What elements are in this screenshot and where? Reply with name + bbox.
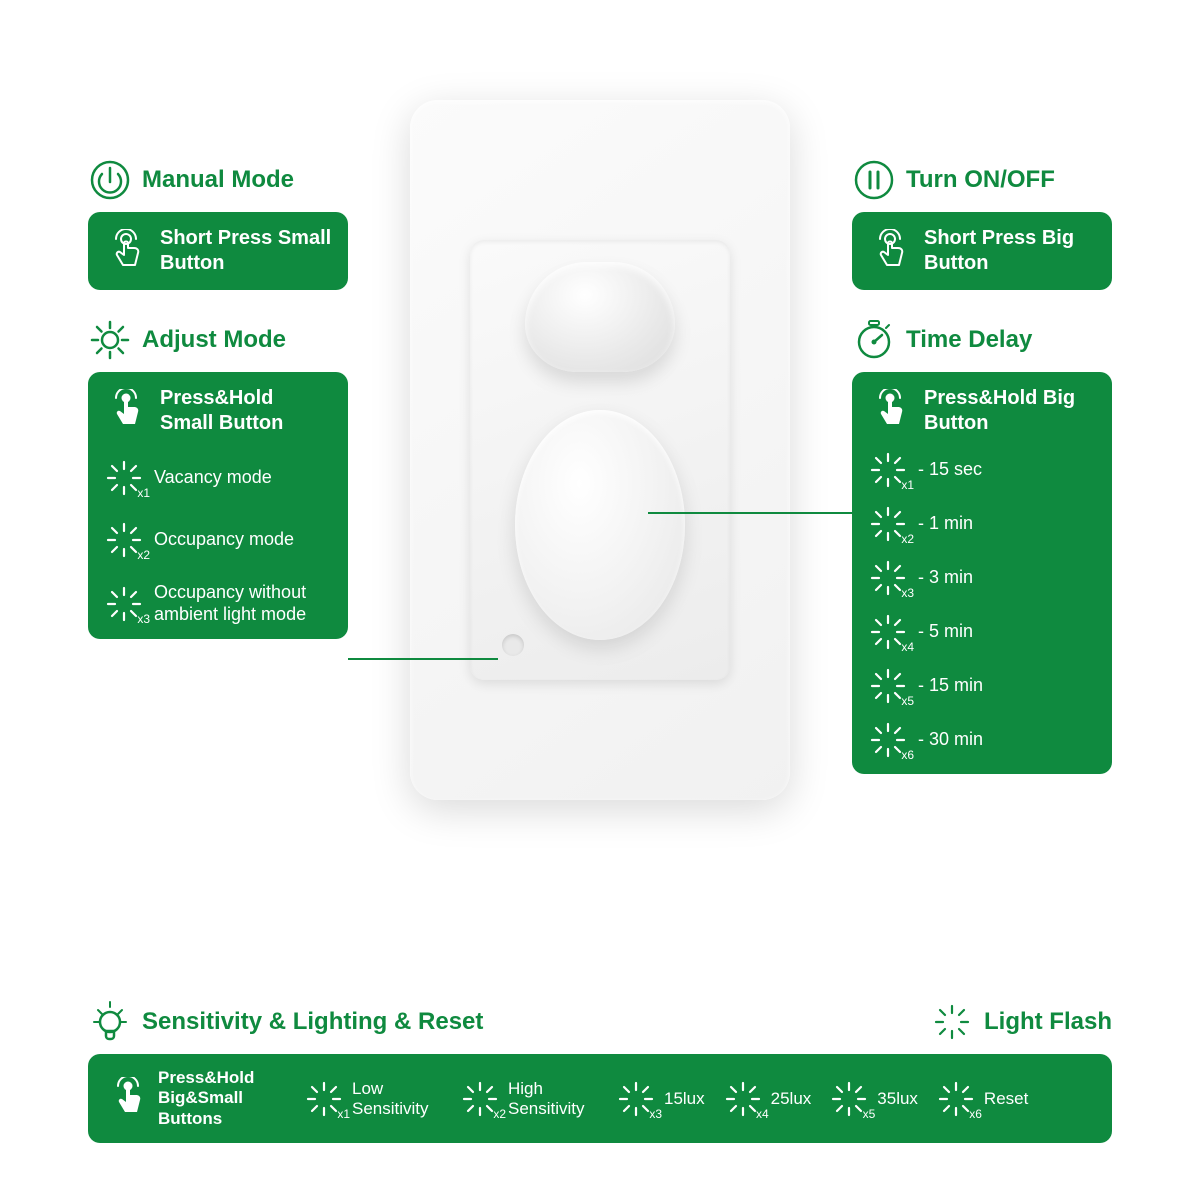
light-flash-title-row: Light Flash	[930, 1000, 1112, 1044]
flash-icon: x3	[616, 1079, 656, 1119]
flash-icon: x6	[936, 1079, 976, 1119]
flash-icon	[930, 1000, 974, 1044]
time-delay-box: Press&Hold Big Button x1 - 15 sec x2 - 1 mi…	[852, 372, 1112, 774]
bulb-icon	[88, 1000, 132, 1044]
tap-icon	[106, 1077, 150, 1121]
flash-icon: x1	[868, 450, 908, 490]
adjust-mode-item-label: Occupancy mode	[154, 529, 294, 551]
sensitivity-action: Press&Hold Big&Small Buttons	[158, 1068, 286, 1129]
flash-icon: x2	[868, 504, 908, 544]
sensitivity-title-row: Sensitivity & Lighting & Reset	[88, 1000, 483, 1044]
flash-icon: x4	[723, 1079, 763, 1119]
big-button	[515, 410, 685, 640]
motion-sensor-dome	[525, 262, 675, 372]
gear-icon	[88, 318, 132, 362]
flash-icon: x5	[829, 1079, 869, 1119]
adjust-mode-item: x2 Occupancy mode	[104, 520, 332, 560]
manual-mode-action: Short Press Small Button	[160, 226, 332, 276]
sensitivity-item-label: Reset	[984, 1089, 1028, 1109]
adjust-mode-action: Press&Hold Small Button	[160, 386, 332, 436]
onoff-title: Turn ON/OFF	[906, 166, 1055, 194]
connector-line-big-button	[648, 512, 853, 514]
tap-icon	[104, 229, 148, 273]
sensitivity-box: Press&Hold Big&Small Buttons x1Low Sensi…	[88, 1054, 1112, 1143]
adjust-mode-item-label: Vacancy mode	[154, 467, 272, 489]
sensor-switch-device	[410, 100, 790, 800]
time-delay-action: Press&Hold Big Button	[924, 386, 1096, 436]
tap-icon	[868, 389, 912, 433]
sensitivity-item: x6 Reset	[936, 1079, 1028, 1119]
small-button	[502, 634, 524, 656]
time-delay-item-label: - 5 min	[918, 621, 973, 643]
flash-icon: x4	[868, 612, 908, 652]
light-flash-title: Light Flash	[984, 1008, 1112, 1036]
time-delay-item-label: - 15 min	[918, 675, 983, 697]
onoff-title-row: Turn ON/OFF	[852, 158, 1112, 202]
sensitivity-item: x3 15lux	[616, 1079, 705, 1119]
sensitivity-item: x4 25lux	[723, 1079, 812, 1119]
time-delay-item: x2 - 1 min	[868, 504, 1096, 544]
manual-mode-title: Manual Mode	[142, 166, 294, 194]
connector-line-small-button	[348, 658, 498, 660]
time-delay-item: x3 - 3 min	[868, 558, 1096, 598]
flash-icon: x6	[868, 720, 908, 760]
left-column: Manual Mode Short Press Small Button Adj…	[88, 158, 348, 639]
sensitivity-item-label: Low Sensitivity	[352, 1079, 442, 1118]
time-delay-title: Time Delay	[906, 326, 1032, 354]
sensitivity-item-label: 15lux	[664, 1089, 705, 1109]
flash-icon: x3	[104, 584, 144, 624]
right-column: Turn ON/OFF Short Press Big Button Time …	[852, 158, 1112, 774]
adjust-mode-box: Press&Hold Small Button x1 Vacancy mode x2…	[88, 372, 348, 639]
adjust-mode-item: x1 Vacancy mode	[104, 458, 332, 498]
sensitivity-item: x5 35lux	[829, 1079, 918, 1119]
time-delay-item: x4 - 5 min	[868, 612, 1096, 652]
bottom-section: Sensitivity & Lighting & Reset Light Fla…	[88, 1000, 1112, 1143]
time-delay-item-label: - 15 sec	[918, 459, 982, 481]
adjust-mode-item-label: Occupancy without ambient light mode	[154, 582, 324, 625]
time-delay-item-label: - 3 min	[918, 567, 973, 589]
flash-icon: x2	[460, 1079, 500, 1119]
sensitivity-item-label: 35lux	[877, 1089, 918, 1109]
sensitivity-item-label: High Sensitivity	[508, 1079, 598, 1118]
flash-icon: x3	[868, 558, 908, 598]
power-icon	[88, 158, 132, 202]
manual-mode-box: Short Press Small Button	[88, 212, 348, 290]
time-delay-item-label: - 30 min	[918, 729, 983, 751]
flash-icon: x2	[104, 520, 144, 560]
switch-inner-plate	[470, 240, 730, 680]
time-delay-title-row: Time Delay	[852, 318, 1112, 362]
timer-icon	[852, 318, 896, 362]
flash-icon: x1	[304, 1079, 344, 1119]
time-delay-item: x6 - 30 min	[868, 720, 1096, 760]
time-delay-item-label: - 1 min	[918, 513, 973, 535]
time-delay-item: x5 - 15 min	[868, 666, 1096, 706]
tap-icon	[868, 229, 912, 273]
adjust-mode-item: x3Occupancy without ambient light mode	[104, 582, 332, 625]
manual-mode-title-row: Manual Mode	[88, 158, 348, 202]
pause-icon	[852, 158, 896, 202]
adjust-mode-title: Adjust Mode	[142, 326, 286, 354]
flash-icon: x5	[868, 666, 908, 706]
onoff-box: Short Press Big Button	[852, 212, 1112, 290]
sensitivity-item: x1Low Sensitivity	[304, 1079, 442, 1119]
flash-icon: x1	[104, 458, 144, 498]
sensitivity-title: Sensitivity & Lighting & Reset	[142, 1008, 483, 1036]
onoff-action: Short Press Big Button	[924, 226, 1096, 276]
tap-icon	[104, 389, 148, 433]
time-delay-item: x1 - 15 sec	[868, 450, 1096, 490]
adjust-mode-title-row: Adjust Mode	[88, 318, 348, 362]
sensitivity-item-label: 25lux	[771, 1089, 812, 1109]
sensitivity-item: x2High Sensitivity	[460, 1079, 598, 1119]
